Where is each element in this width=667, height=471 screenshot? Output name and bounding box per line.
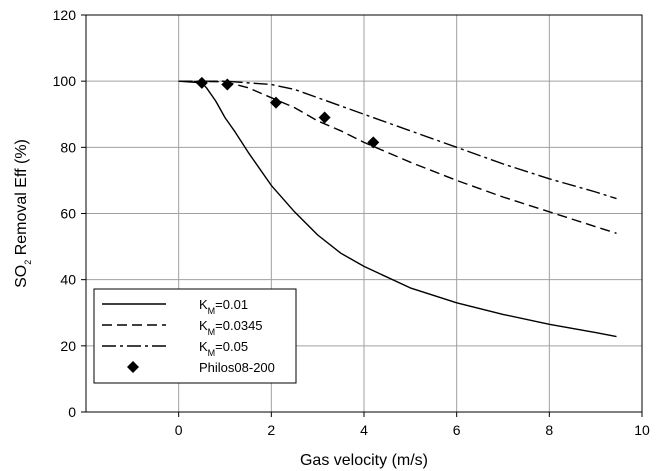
y-axis-title-pre: SO: [13, 265, 30, 288]
y-tick-label: 60: [60, 206, 76, 222]
x-tick-label: 8: [545, 422, 553, 438]
legend-label-pre: K: [199, 318, 208, 333]
series-layer: [178, 76, 617, 338]
y-tick-label: 80: [60, 139, 76, 155]
y-tick-label: 120: [53, 7, 77, 23]
legend-label-sub: M: [208, 327, 216, 337]
data-point-marker: [269, 96, 282, 109]
series-line: [178, 80, 617, 338]
data-point-marker: [221, 78, 234, 91]
x-tick-label: 6: [453, 422, 461, 438]
x-axis-title: Gas velocity (m/s): [300, 452, 428, 469]
legend-label-post: =0.05: [215, 339, 248, 354]
y-axis-title-sub: 2: [23, 260, 33, 265]
data-point-marker: [195, 76, 208, 89]
data-point-marker: [318, 111, 331, 124]
series-line: [178, 80, 617, 200]
x-tick-label: 4: [360, 422, 368, 438]
x-tick-label: 10: [634, 422, 650, 438]
legend-label: KM=0.05: [199, 339, 248, 358]
series-line: [178, 80, 617, 234]
series-4: [195, 76, 380, 149]
legend-label-pre: K: [199, 297, 208, 312]
y-axis-title-post: Removal Eff (%): [13, 139, 30, 260]
series-2: [178, 80, 617, 234]
series-3: [178, 80, 617, 200]
legend-label-sub: M: [208, 348, 216, 358]
legend-label-pre: K: [199, 339, 208, 354]
series-1: [178, 80, 617, 338]
legend-label: KM=0.01: [199, 297, 248, 316]
data-point-marker: [367, 136, 380, 149]
x-tick-label: 0: [175, 422, 183, 438]
y-tick-label: 40: [60, 272, 76, 288]
x-tick-label: 2: [267, 422, 275, 438]
legend-label-sub: M: [208, 306, 216, 316]
y-tick-label: 0: [68, 404, 76, 420]
legend-marker: [127, 361, 139, 373]
y-axis-title: SO2 Removal Eff (%): [13, 139, 33, 288]
legend-label-post: =0.0345: [215, 318, 262, 333]
y-tick-label: 100: [53, 73, 77, 89]
y-tick-label: 20: [60, 338, 76, 354]
legend-label: Philos08-200: [199, 360, 275, 375]
legend-label-post: =0.01: [215, 297, 248, 312]
legend-label: KM=0.0345: [199, 318, 263, 337]
